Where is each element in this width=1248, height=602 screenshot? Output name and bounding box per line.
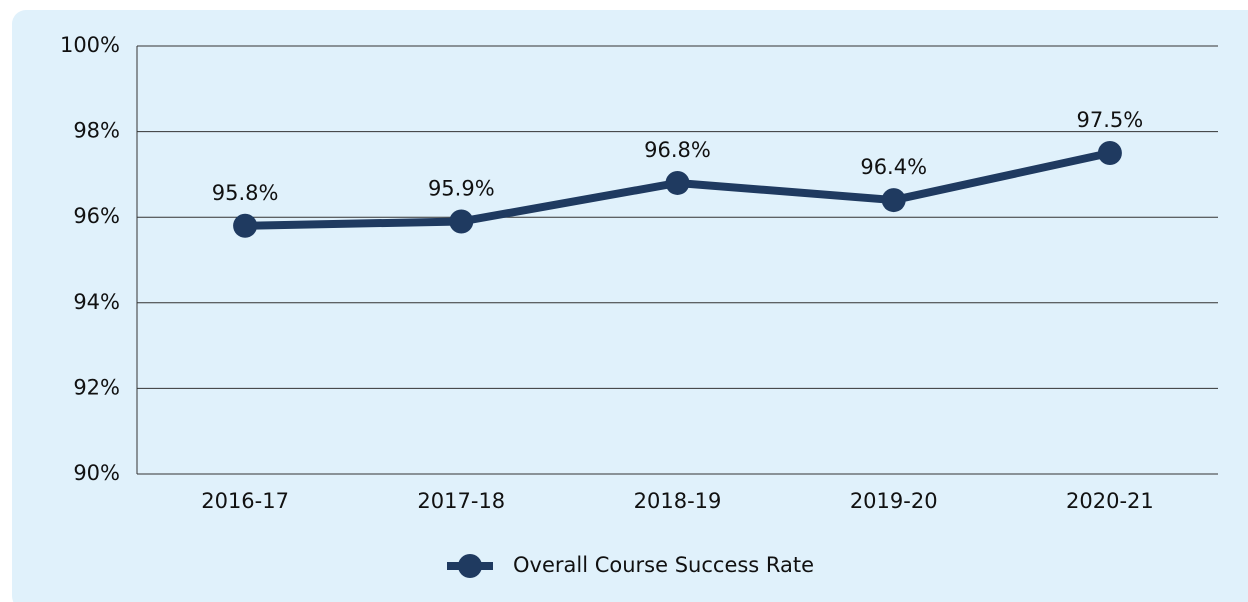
data-label: 95.8% <box>212 181 279 205</box>
x-tick-label: 2016-17 <box>201 489 289 513</box>
y-tick-label: 98% <box>73 119 120 143</box>
y-tick-label: 90% <box>73 461 120 485</box>
data-label: 96.8% <box>644 138 711 162</box>
y-tick-label: 100% <box>60 33 120 57</box>
x-tick-label: 2018-19 <box>634 489 722 513</box>
y-tick-label: 92% <box>73 375 120 399</box>
point <box>665 170 690 195</box>
point <box>233 213 258 238</box>
x-tick-label: 2020-21 <box>1066 489 1154 513</box>
y-tick-label: 94% <box>73 290 120 314</box>
panel <box>12 10 1248 602</box>
data-label: 97.5% <box>1077 108 1144 132</box>
point <box>1097 141 1122 165</box>
legend-marker <box>458 554 482 578</box>
y-tick-label: 96% <box>73 204 120 228</box>
data-label: 96.4% <box>860 155 927 179</box>
point <box>881 188 906 213</box>
point <box>449 209 474 234</box>
legend-label: Overall Course Success Rate <box>513 553 814 577</box>
x-tick-label: 2017-18 <box>417 489 505 513</box>
x-tick-label: 2019-20 <box>850 489 938 513</box>
data-label: 95.9% <box>428 176 495 200</box>
